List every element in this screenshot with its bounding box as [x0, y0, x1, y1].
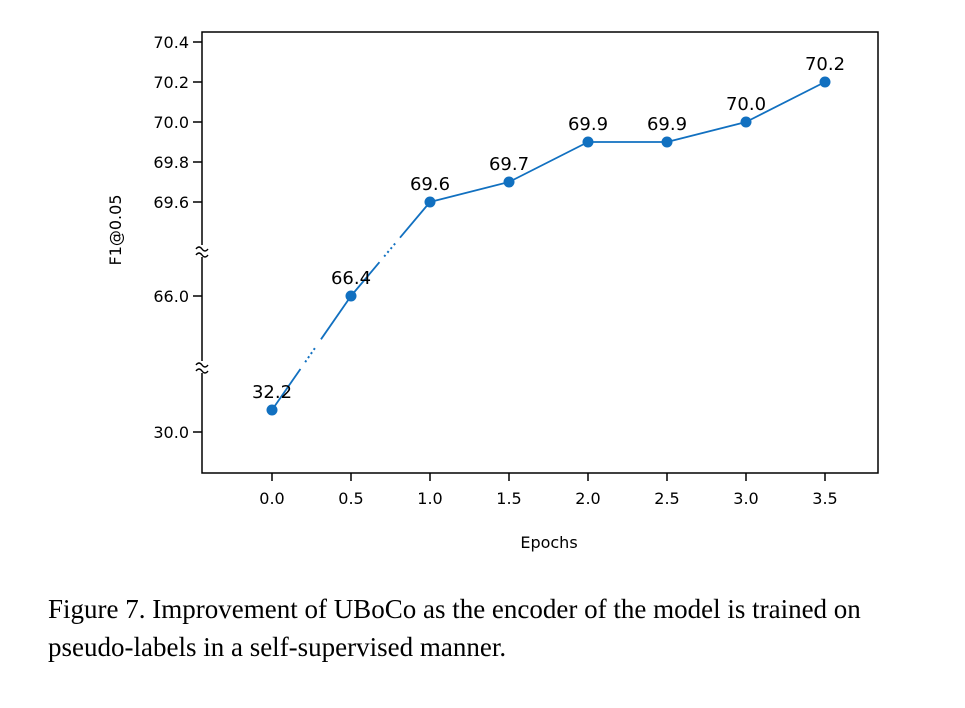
series-segment — [350, 261, 381, 297]
x-tick-label: 0.0 — [259, 489, 284, 508]
x-axis-title: Epochs — [520, 533, 577, 552]
x-tick-label: 3.0 — [733, 489, 758, 508]
y-axis-title: F1@0.05 — [106, 194, 125, 265]
x-axis: 0.0 0.5 1.0 1.5 2.0 2.5 3.0 3.5 — [259, 473, 838, 508]
data-label: 69.6 — [410, 174, 450, 195]
data-point — [503, 176, 515, 188]
data-point — [740, 116, 752, 128]
y-tick-label: 69.6 — [153, 193, 189, 212]
x-tick-label: 2.0 — [575, 489, 600, 508]
x-tick-label: 2.5 — [654, 489, 679, 508]
y-tick-label: 70.4 — [153, 33, 189, 52]
y-tick-label: 66.0 — [153, 287, 189, 306]
data-labels: 32.2 66.4 69.6 69.7 69.9 69.9 70.0 70.2 — [252, 54, 845, 403]
data-points — [266, 76, 831, 416]
x-tick-label: 1.0 — [417, 489, 442, 508]
series-segment — [271, 368, 302, 411]
axis-break-mark — [195, 362, 209, 368]
data-label: 70.0 — [726, 94, 766, 115]
axis-break-marks — [195, 245, 209, 374]
y-tick-label: 30.0 — [153, 423, 189, 442]
y-tick-label: 70.2 — [153, 73, 189, 92]
plot-frame — [201, 31, 879, 474]
data-point — [819, 76, 831, 88]
series-segment-break — [383, 242, 397, 258]
data-point — [424, 196, 436, 208]
data-label: 70.2 — [805, 54, 845, 75]
series-segment — [429, 181, 510, 203]
data-point — [266, 404, 278, 416]
data-label: 32.2 — [252, 382, 292, 403]
x-tick-label: 3.5 — [812, 489, 837, 508]
data-point — [661, 136, 673, 148]
x-tick-label: 1.5 — [496, 489, 521, 508]
y-tick-label: 69.8 — [153, 153, 189, 172]
data-label: 69.9 — [647, 114, 687, 135]
series-segment — [745, 81, 826, 123]
figure-caption: Figure 7. Improvement of UBoCo as the en… — [48, 594, 861, 662]
axis-break-mark — [195, 368, 209, 374]
chart: 70.4 70.2 70.0 69.8 69.6 66.0 30.0 0.0 0.5 1.0 1.… — [106, 31, 879, 552]
x-tick-label: 0.5 — [338, 489, 363, 508]
y-tick-label: 70.0 — [153, 113, 189, 132]
series-line — [271, 81, 826, 411]
data-label: 69.7 — [489, 154, 529, 175]
y-axis: 70.4 70.2 70.0 69.8 69.6 66.0 30.0 — [153, 33, 202, 442]
series-segment — [399, 201, 431, 239]
series-segment — [320, 295, 352, 340]
axis-break-gap — [195, 245, 209, 257]
data-label: 69.9 — [568, 114, 608, 135]
axis-break-mark — [195, 246, 209, 252]
series-segment-break — [304, 345, 318, 363]
axis-break-mark — [195, 252, 209, 258]
data-point — [345, 290, 357, 302]
data-label: 66.4 — [331, 268, 371, 289]
data-point — [582, 136, 594, 148]
series-segment — [508, 141, 589, 183]
axis-break-gap — [195, 361, 209, 373]
series-segment — [666, 121, 747, 143]
